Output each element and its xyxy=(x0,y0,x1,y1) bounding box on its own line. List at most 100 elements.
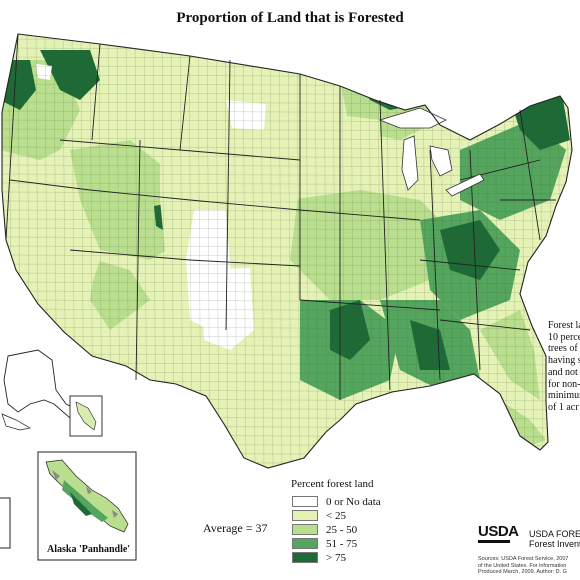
state-border xyxy=(379,99,391,391)
state-border xyxy=(519,109,541,241)
note-line: and not xyxy=(548,366,578,378)
state-border xyxy=(419,259,521,271)
county-line xyxy=(341,34,346,468)
lake-superior xyxy=(378,107,447,129)
legend-item-51-75: 51 - 75 xyxy=(292,537,357,550)
county-line xyxy=(233,34,238,468)
source-line: Produced March, 2009. Author: D. G xyxy=(478,569,567,575)
state-border xyxy=(69,249,191,261)
alaska-inset xyxy=(1,349,103,437)
county-line xyxy=(2,245,572,249)
state-border xyxy=(225,59,231,331)
state-border xyxy=(9,179,91,191)
county-line xyxy=(2,209,572,213)
panhandle-dense-forest xyxy=(70,492,92,516)
legend-swatch xyxy=(292,552,318,563)
panhandle-mini xyxy=(75,401,97,431)
note-line: of 1 acr xyxy=(548,401,579,413)
county-line xyxy=(2,353,572,357)
county-line xyxy=(224,34,229,468)
county-line xyxy=(2,326,572,330)
state-border xyxy=(189,199,301,211)
state-border xyxy=(89,189,191,201)
county-line xyxy=(2,308,572,312)
county-line xyxy=(296,34,301,468)
state-border xyxy=(459,159,541,181)
state-border xyxy=(299,299,441,311)
legend-label: < 25 xyxy=(326,509,346,522)
alaska-mainland xyxy=(3,349,84,419)
county-line xyxy=(2,272,572,276)
state-border xyxy=(179,149,301,161)
source-line: of the United States. For information xyxy=(478,562,567,569)
zone-idaho-panhandle xyxy=(40,50,100,100)
county-line xyxy=(323,34,328,468)
county-line xyxy=(2,191,572,195)
note-line: Forest la xyxy=(548,320,580,331)
zone-alabama xyxy=(410,320,450,370)
zone-wv-appalachia xyxy=(440,220,500,280)
zone-midsouth xyxy=(290,190,450,300)
state-border xyxy=(179,55,191,151)
county-line xyxy=(2,34,4,468)
legend-item-25-50: 25 - 50 xyxy=(292,523,357,536)
legend-label: 51 - 75 xyxy=(326,537,358,550)
county-line xyxy=(2,263,572,267)
legend-label: 0 or No data xyxy=(326,495,381,508)
map-title: Proportion of Land that is Forested xyxy=(176,10,404,26)
legend-label: > 75 xyxy=(326,551,346,564)
note-line: having s xyxy=(548,355,580,367)
legend-item-none: 0 or No data xyxy=(292,495,381,508)
county-line xyxy=(2,38,572,42)
state-border xyxy=(439,319,531,331)
agency-name: USDA FORES Forest Invento xyxy=(529,529,580,549)
county-line xyxy=(2,146,572,150)
county-line xyxy=(2,137,572,141)
county-line xyxy=(2,317,572,321)
zone-southwest-mtn xyxy=(90,260,150,330)
county-line xyxy=(2,164,572,168)
county-line xyxy=(251,34,256,468)
agency-line: Forest Invento xyxy=(529,539,580,549)
note-line: 10 perce xyxy=(548,331,580,343)
county-line xyxy=(215,34,220,468)
county-line xyxy=(332,34,337,468)
county-line xyxy=(2,254,572,258)
county-line xyxy=(242,34,247,468)
state-border xyxy=(469,149,481,371)
state-border xyxy=(135,139,141,381)
county-line xyxy=(2,173,572,177)
county-line xyxy=(2,182,572,186)
state-borders xyxy=(5,33,556,400)
zone-great-basin xyxy=(10,200,100,320)
county-line xyxy=(260,34,265,468)
county-line xyxy=(2,236,572,240)
hawaii-frame xyxy=(0,497,11,549)
state-border xyxy=(59,139,181,151)
state-border xyxy=(5,33,19,241)
state-border xyxy=(189,259,301,267)
panhandle-forest xyxy=(62,480,108,522)
source-note: Sources: USDA Forest Service, 2007 of th… xyxy=(478,556,580,576)
county-line xyxy=(2,227,572,231)
legend-swatch xyxy=(292,496,318,507)
county-line xyxy=(278,34,283,468)
zone-dakotas xyxy=(226,100,266,130)
state-border xyxy=(299,209,421,221)
county-line xyxy=(305,34,310,468)
alaska-panhandle-label: Alaska 'Panhandle' xyxy=(47,544,131,555)
great-lakes xyxy=(378,107,485,197)
agency-line: USDA FORES xyxy=(529,529,580,539)
legend-swatch xyxy=(292,538,318,549)
lake-michigan xyxy=(401,135,419,191)
county-line xyxy=(2,200,572,204)
alaska-peninsula xyxy=(1,413,31,431)
state-border xyxy=(429,149,441,381)
county-line xyxy=(314,34,319,468)
county-line xyxy=(2,155,572,159)
note-line: minimun xyxy=(548,390,580,402)
legend-item-gt75: > 75 xyxy=(292,551,346,564)
legend-swatch xyxy=(292,524,318,535)
legend-label: 25 - 50 xyxy=(326,523,358,536)
county-line xyxy=(2,299,572,303)
